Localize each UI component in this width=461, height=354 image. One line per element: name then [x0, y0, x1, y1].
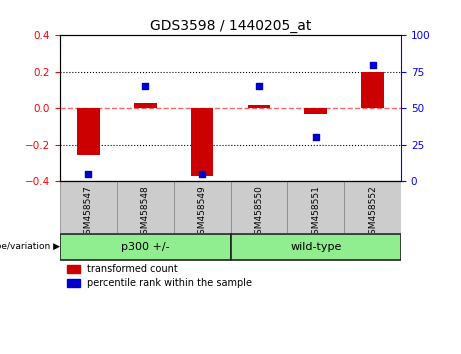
Text: percentile rank within the sample: percentile rank within the sample: [87, 278, 252, 289]
Text: GSM458547: GSM458547: [84, 185, 93, 240]
Bar: [174, 181, 230, 233]
Title: GDS3598 / 1440205_at: GDS3598 / 1440205_at: [150, 19, 311, 33]
Text: GSM458550: GSM458550: [254, 185, 263, 240]
Bar: [60, 181, 117, 233]
Bar: [117, 181, 174, 233]
Bar: [60, 234, 230, 260]
Point: [142, 84, 149, 89]
Text: GSM458549: GSM458549: [198, 185, 207, 240]
Bar: [344, 181, 401, 233]
Point: [369, 62, 376, 67]
Bar: [304, 108, 327, 114]
Point: [85, 171, 92, 177]
Text: wild-type: wild-type: [290, 242, 342, 252]
Text: genotype/variation ▶: genotype/variation ▶: [0, 242, 60, 251]
Bar: [361, 72, 384, 108]
Point: [255, 84, 263, 89]
Bar: [67, 279, 80, 287]
Bar: [230, 234, 401, 260]
Point: [312, 135, 319, 140]
Bar: [67, 265, 80, 273]
Bar: [77, 108, 100, 155]
Text: p300 +/-: p300 +/-: [121, 242, 170, 252]
Bar: [248, 104, 270, 108]
Bar: [287, 181, 344, 233]
Text: transformed count: transformed count: [87, 264, 178, 274]
Bar: [134, 103, 157, 108]
Text: GSM458551: GSM458551: [311, 185, 320, 240]
Text: GSM458552: GSM458552: [368, 185, 377, 240]
Text: GSM458548: GSM458548: [141, 185, 150, 240]
Bar: [230, 181, 287, 233]
Point: [198, 171, 206, 177]
Bar: [191, 108, 213, 177]
